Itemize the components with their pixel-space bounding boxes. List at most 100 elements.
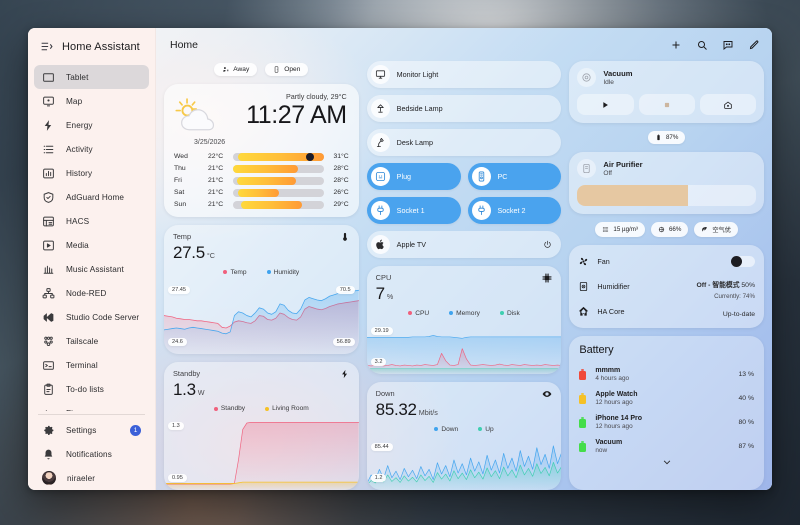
battery-icon — [579, 392, 587, 404]
device-row-ha-core[interactable]: HA Core Up-to-date — [569, 299, 764, 324]
down-chart-card[interactable]: Down 85.32 Mbit/s Down Up 85.44 1.2 — [366, 382, 562, 490]
legend-item[interactable]: Humidity — [266, 268, 300, 276]
weather-card[interactable]: Partly cloudy, 29°C 11:27 AM 3/25/2026 W… — [164, 84, 359, 217]
battery-row[interactable]: iPhone 14 Pro 12 hours ago 80 % — [579, 410, 754, 434]
forecast-icon — [195, 176, 204, 185]
legend-label: Humidity — [273, 268, 300, 276]
air-purifier-card[interactable]: Air Purifier Off — [569, 152, 765, 214]
tile-label: Desk Lamp — [396, 138, 434, 147]
tile-apple-tv[interactable]: Apple TV — [366, 231, 562, 258]
chart-label-bottom-left: 0.95 — [168, 474, 187, 482]
legend-item[interactable]: Living Room — [265, 405, 309, 412]
sidebar-item-label: Energy — [66, 120, 93, 130]
sidebar-item-settings[interactable]: Settings 1 — [34, 418, 149, 442]
sidebar-footer: Settings 1 Notifications niraeler — [28, 418, 155, 490]
tile-pc[interactable]: PC — [467, 163, 562, 190]
sidebar-item-niraeler[interactable]: niraeler — [34, 466, 149, 490]
humidifier-icon — [578, 281, 589, 292]
forecast-day: Wed — [174, 153, 188, 160]
sidebar-item-adguard-home[interactable]: AdGuard Home — [34, 185, 149, 209]
air-quality-badge[interactable]: 15 µg/m³ — [595, 222, 645, 237]
battery-row[interactable]: mmmm 4 hours ago 13 % — [579, 362, 754, 386]
assist-icon[interactable] — [722, 39, 734, 51]
legend-item[interactable]: Disk — [499, 310, 520, 317]
sidebar-item-label: To-do lists — [66, 384, 104, 394]
lightning-bolt-icon[interactable] — [340, 369, 350, 379]
play-button[interactable] — [577, 94, 634, 115]
temp-chart-card[interactable]: Temp 27.5 °C Temp Humidity 27.45 24.6 70.5… — [164, 225, 359, 354]
dashboard-columns: Away Open — [156, 61, 772, 490]
battery-badge[interactable]: 87% — [647, 131, 686, 144]
cpu-icon[interactable] — [542, 273, 552, 283]
tile-plug[interactable]: Plug — [366, 163, 461, 190]
edit-icon[interactable] — [748, 39, 760, 51]
sidebar-item-music-assistant[interactable]: Music Assistant — [34, 257, 149, 281]
fan-toggle[interactable] — [731, 256, 756, 267]
tile-socket-1[interactable]: Socket 1 — [366, 197, 461, 224]
legend-item[interactable]: Temp — [223, 268, 247, 276]
battery-device-name: Vacuum — [595, 438, 623, 446]
apple-icon — [370, 235, 390, 254]
app-title: Home Assistant — [62, 40, 140, 53]
clipboard-icon — [42, 383, 55, 396]
battery-row[interactable]: Apple Watch 12 hours ago 40 % — [579, 386, 754, 410]
legend-item[interactable]: Down — [434, 426, 458, 433]
chart-label-top-left: 85.44 — [370, 442, 393, 451]
device-row-label: HA Core — [597, 307, 625, 316]
sidebar-item-node-red[interactable]: Node-RED — [34, 281, 149, 305]
tile-bedside-lamp[interactable]: Bedside Lamp — [366, 95, 562, 122]
search-icon[interactable] — [696, 39, 708, 51]
sidebar-item-tablet[interactable]: Tablet — [34, 65, 149, 89]
forecast-high: 29°C — [333, 201, 349, 208]
cpu-chart-card[interactable]: CPU 7% CPU Memory Disk 29.19 3.2 — [366, 266, 562, 374]
sidebar-item-notifications[interactable]: Notifications — [34, 442, 149, 466]
standby-chart-card[interactable]: Standby 1.3 W Standby Living Room 1.3 0.95 — [164, 361, 359, 490]
sidebar-item-label: Map — [66, 96, 83, 106]
battery-row[interactable]: Vacuum now 87 % — [579, 434, 754, 458]
sidebar-item-map[interactable]: Map — [34, 89, 149, 113]
add-icon[interactable] — [670, 39, 682, 51]
legend-item[interactable]: Memory — [449, 310, 480, 317]
sidebar-item-history[interactable]: History — [34, 161, 149, 185]
chip-row: Away Open — [164, 61, 359, 76]
shield-icon — [42, 191, 55, 204]
sidebar-item-studio-code-server[interactable]: Studio Code Server — [34, 305, 149, 329]
sidebar-item-activity[interactable]: Activity — [34, 137, 149, 161]
legend-swatch — [499, 311, 504, 316]
sidebar-item-energy[interactable]: Energy — [34, 113, 149, 137]
device-row-fan[interactable]: Fan — [569, 249, 764, 274]
sidebar-item-terminal[interactable]: Terminal — [34, 353, 149, 377]
menu-icon[interactable] — [40, 40, 53, 53]
legend-swatch — [449, 311, 454, 316]
tile-socket-2[interactable]: Socket 2 — [467, 197, 562, 224]
sidebar-item-finance[interactable]: Finance — [34, 401, 149, 411]
power-icon[interactable] — [543, 240, 552, 249]
sidebar-item-tailscale[interactable]: Tailscale — [34, 329, 149, 353]
sidebar-item-media[interactable]: Media — [34, 233, 149, 257]
legend-label: Temp — [230, 268, 247, 276]
eye-icon[interactable] — [542, 389, 552, 399]
sidebar-item-hacs[interactable]: HACS — [34, 209, 149, 233]
legend-swatch — [223, 270, 228, 275]
chart-label-top-right: 70.5 — [335, 285, 355, 294]
thermometer-icon[interactable] — [340, 232, 350, 242]
chevron-down-icon[interactable] — [579, 458, 754, 468]
air-quality-badge[interactable]: 空气优 — [694, 222, 738, 237]
tile-desk-lamp[interactable]: Desk Lamp — [366, 129, 562, 156]
chip-away[interactable]: Away — [214, 63, 258, 76]
legend-item[interactable]: CPU — [408, 310, 429, 317]
forecast-range-bar — [233, 188, 324, 197]
return-home-button[interactable] — [699, 94, 756, 115]
legend-item[interactable]: Standby — [213, 405, 245, 412]
tile-monitor-light[interactable]: Monitor Light — [366, 61, 562, 88]
vacuum-card[interactable]: Vacuum Idle — [569, 61, 765, 123]
sidebar-item-to-do-lists[interactable]: To-do lists — [34, 377, 149, 401]
stop-button[interactable] — [638, 94, 695, 115]
legend-item[interactable]: Up — [478, 426, 494, 433]
air-purifier-slider[interactable] — [577, 185, 757, 206]
node-red-icon — [42, 287, 55, 300]
chip-open[interactable]: Open — [265, 63, 309, 76]
device-row-humidifier[interactable]: Humidifier Off - 智能模式 50% Currently: 74% — [569, 274, 764, 300]
air-quality-badge[interactable]: 66% — [650, 222, 689, 237]
sidebar-item-label: Node-RED — [66, 288, 107, 298]
